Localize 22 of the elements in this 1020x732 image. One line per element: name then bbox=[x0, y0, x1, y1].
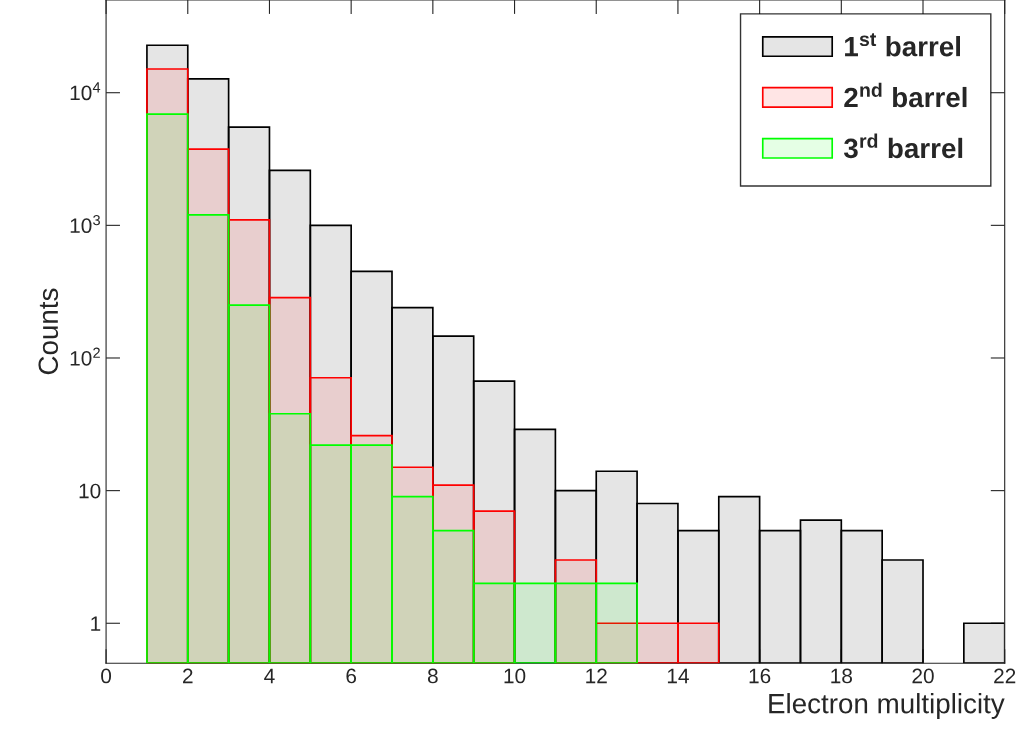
y-tick-label: 10$^{4}$ bbox=[70, 82, 101, 101]
x-tick-label: 0 bbox=[101, 668, 112, 684]
y-axis-title: Counts bbox=[38, 288, 59, 375]
x-tick-label: 8 bbox=[427, 668, 438, 684]
x-tick-label: 2 bbox=[183, 668, 193, 684]
y-tick-label: 10$^{3}$ bbox=[70, 214, 100, 234]
x-tick-label: 22 bbox=[994, 668, 1016, 684]
x-tick-label: 20 bbox=[912, 668, 934, 684]
x-tick-label: 16 bbox=[749, 668, 771, 684]
x-tick-label: 18 bbox=[831, 668, 852, 684]
x-tick-label: 10 bbox=[504, 668, 526, 684]
y-tick-label: 10$^{2}$ bbox=[70, 347, 100, 366]
legend-label: 2$^{nd}$ barrel bbox=[844, 82, 967, 108]
y-tick-label: 10 bbox=[79, 483, 101, 499]
x-tick-label: 12 bbox=[586, 668, 607, 684]
x-tick-label: 14 bbox=[667, 668, 689, 684]
legend-label: 3$^{rd}$ barrel bbox=[843, 133, 963, 159]
legend-label: 1$^{st}$ barrel bbox=[845, 33, 960, 57]
x-axis-title: Electron multiplicity bbox=[769, 693, 1005, 719]
x-tick-label: 6 bbox=[346, 668, 357, 684]
y-tick-label: 1 bbox=[91, 616, 101, 631]
x-tick-label: 4 bbox=[264, 668, 275, 684]
